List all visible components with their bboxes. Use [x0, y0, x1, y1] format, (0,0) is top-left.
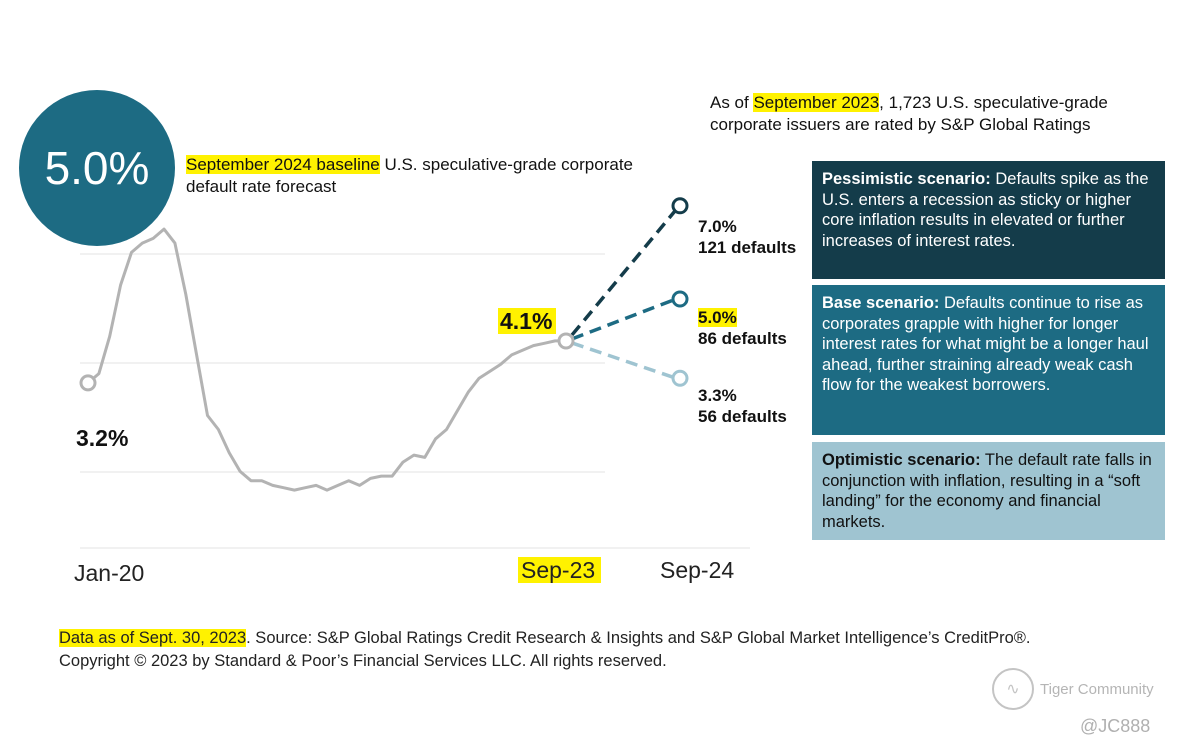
pessimistic-scenario-box: Pessimistic scenario: Defaults spike as … [812, 161, 1165, 279]
data-as-of: Data as of Sept. 30, 2023 [59, 629, 247, 647]
pessimistic-forecast-label: 7.0% 121 defaults [698, 216, 796, 258]
start-point-marker [79, 374, 97, 392]
watermark-brand: ∿ Tiger Community [992, 668, 1154, 710]
optimistic-title: Optimistic scenario: [822, 451, 981, 469]
tiger-logo-icon: ∿ [992, 668, 1034, 710]
as-of-highlight: September 2023 [753, 93, 880, 112]
forecast-point-base [671, 290, 689, 308]
pessimistic-rate: 7.0% [698, 217, 737, 236]
forecast-point-optimistic [671, 369, 689, 387]
as-of-text: , 1,723 U.S. speculative-grade corporate… [710, 93, 1108, 134]
as-of-prefix: As of [710, 93, 754, 112]
x-tick-label-jan20: Jan-20 [74, 560, 145, 586]
base-scenario-box: Base scenario: Defaults continue to rise… [812, 285, 1165, 435]
history-series-line [87, 227, 566, 492]
headline-text: U.S. speculative-grade corporate default… [186, 155, 633, 196]
base-defaults: 86 defaults [698, 329, 787, 348]
footer-note: Data as of Sept. 30, 2023. Source: S&P G… [59, 627, 1179, 673]
forecast-point-pessimistic [671, 197, 689, 215]
start-value-label: 3.2% [76, 425, 129, 451]
current-point-marker [557, 332, 575, 350]
pessimistic-body: Defaults spike as the U.S. enters a rece… [822, 170, 1149, 250]
optimistic-defaults: 56 defaults [698, 407, 787, 426]
base-title: Base scenario: [822, 294, 940, 312]
source-text: . Source: S&P Global Ratings Credit Rese… [246, 629, 1031, 647]
pessimistic-defaults: 121 defaults [698, 238, 797, 257]
base-rate: 5.0% [698, 308, 737, 327]
headline-highlight: September 2024 baseline [186, 155, 380, 174]
copyright-line: Copyright © 2023 by Standard & Poor’s Fi… [59, 652, 667, 670]
current-value-label: 4.1% [498, 308, 557, 334]
optimistic-body: The default rate falls in conjunction wi… [822, 451, 1152, 531]
watermark-handle: @JC888 [1080, 716, 1151, 736]
forecast-line-pessimistic [570, 208, 678, 337]
base-body: Defaults continue to rise as corporates … [822, 294, 1149, 394]
forecast-line-base [571, 297, 677, 341]
forecast-rate-value: 5.0% [44, 142, 150, 194]
pessimistic-title: Pessimistic scenario: [822, 170, 991, 188]
as-of-note: As of September 2023, 1,723 U.S. specula… [710, 92, 1180, 136]
forecast-rate-circle: 5.0% [19, 90, 175, 246]
base-forecast-label: 5.0% 86 defaults [698, 307, 787, 349]
source-line: Data as of Sept. 30, 2023. Source: S&P G… [59, 627, 1179, 650]
optimistic-forecast-label: 3.3% 56 defaults [698, 385, 787, 427]
forecast-line-optimistic [571, 341, 677, 380]
optimistic-rate: 3.3% [698, 386, 737, 405]
x-tick-label-sep23: Sep-23 [518, 557, 602, 584]
watermark-brand-text: Tiger Community [1040, 680, 1154, 698]
x-tick-label-sep24: Sep-24 [660, 557, 735, 583]
forecast-headline: September 2024 baseline U.S. speculative… [186, 154, 646, 198]
optimistic-scenario-box: Optimistic scenario: The default rate fa… [812, 442, 1165, 540]
